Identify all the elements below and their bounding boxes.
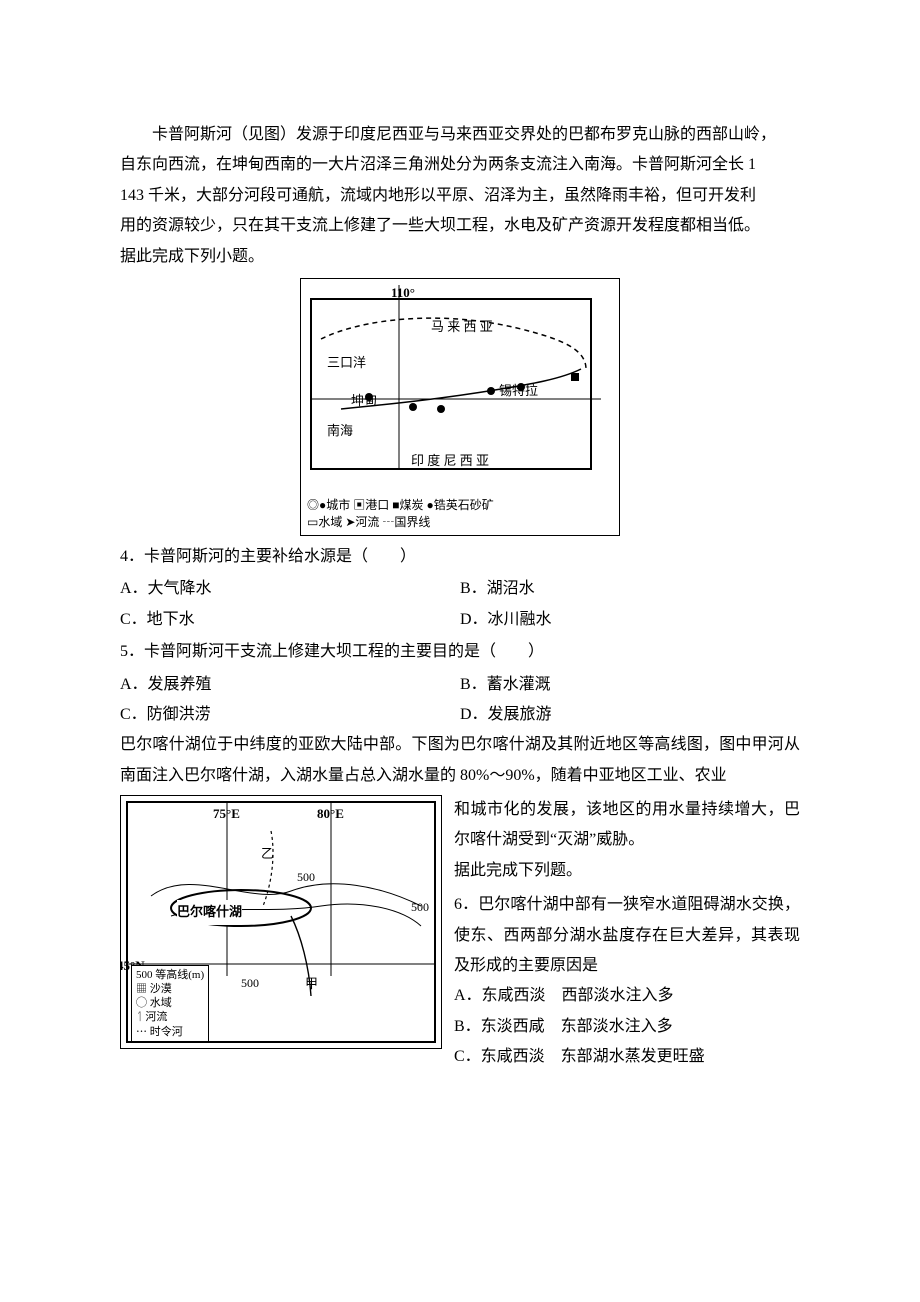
q4-stem: 4．卡普阿斯河的主要补给水源是（ ） bbox=[120, 542, 800, 572]
q5-option-a: A．发展养殖 bbox=[120, 670, 460, 700]
fig2-label-jia: 甲 bbox=[305, 972, 318, 997]
fig2-label-yi: 乙 bbox=[261, 842, 274, 867]
q5-options: A．发展养殖 B．蓄水灌溉 C．防御洪涝 D．发展旅游 bbox=[120, 670, 800, 731]
document-page: 卡普阿斯河（见图）发源于印度尼西亚与马来西亚交界处的巴都布罗克山脉的西部山岭， … bbox=[0, 0, 920, 1133]
q4-option-d: D．冰川融水 bbox=[460, 605, 800, 635]
q5-option-b: B．蓄水灌溉 bbox=[460, 670, 800, 700]
q5-option-c: C．防御洪涝 bbox=[120, 700, 460, 730]
passage1-line2: 自东向西流，在坤甸西南的一大片沼泽三角洲处分为两条支流注入南海。卡普阿斯河全长 … bbox=[120, 150, 800, 180]
fig2-lon1: 75°E bbox=[213, 802, 240, 827]
fig2-legend-1: 500 等高线(m) bbox=[136, 968, 204, 982]
fig2-label-lake: 巴尔喀什湖 bbox=[177, 900, 242, 925]
q6-option-a: A．东咸西淡 西部淡水注入多 bbox=[454, 981, 800, 1011]
q6-stem: 6．巴尔喀什湖中部有一狭窄水道阻碍湖水交换，使东、西两部分湖水盐度存在巨大差异，… bbox=[454, 890, 800, 981]
q4-option-a: A．大气降水 bbox=[120, 574, 460, 604]
figure-1-container: 110° 马 来 西 亚 三口洋 坤甸 锡特拉 0° 南海 印 度 尼 西 亚 … bbox=[120, 278, 800, 536]
fig2-legend-4: ᛐ 河流 bbox=[136, 1010, 204, 1024]
figure2-text-wrap: 75°E 80°E 45°N 乙 巴尔喀什湖 甲 500 500 500 500… bbox=[120, 795, 800, 1073]
passage2-side2: 据此完成下列题。 bbox=[454, 856, 800, 886]
fig1-legend-line1: ◎●城市 ▣港口 ■煤炭 ●锆英石砂矿 bbox=[307, 497, 613, 514]
q4-option-b: B．湖沼水 bbox=[460, 574, 800, 604]
fig1-sketch bbox=[301, 279, 611, 479]
q5-stem: 5．卡普阿斯河干支流上修建大坝工程的主要目的是（ ） bbox=[120, 637, 800, 667]
fig1-legend-line2: ▭水域 ➤河流 ┄国界线 bbox=[307, 514, 613, 531]
passage2-side-text: 和城市化的发展，该地区的用水量持续增大，巴尔喀什湖受到“灭湖”威胁。 据此完成下… bbox=[454, 795, 800, 1073]
fig2-lon2: 80°E bbox=[317, 802, 344, 827]
fig2-legend-3: ◯ 水域 bbox=[136, 996, 204, 1010]
figure-2-map: 75°E 80°E 45°N 乙 巴尔喀什湖 甲 500 500 500 500… bbox=[120, 795, 442, 1049]
passage1-line4: 用的资源较少，只在其干支流上修建了一些大坝工程，水电及矿产资源开发程度都相当低。 bbox=[120, 211, 800, 241]
passage2-inline: 巴尔喀什湖位于中纬度的亚欧大陆中部。下图为巴尔喀什湖及其附近地区等高线图，图中甲… bbox=[120, 730, 800, 791]
fig2-contour-1: 500 bbox=[297, 866, 315, 889]
passage1-line5: 据此完成下列小题。 bbox=[120, 242, 800, 272]
figure-2-container: 75°E 80°E 45°N 乙 巴尔喀什湖 甲 500 500 500 500… bbox=[120, 795, 442, 1049]
fig2-contour-3: 500 bbox=[241, 972, 259, 995]
q6-option-b: B．东淡西咸 东部淡水注入多 bbox=[454, 1012, 800, 1042]
fig2-contour-2: 500 bbox=[411, 896, 429, 919]
q4-option-c: C．地下水 bbox=[120, 605, 460, 635]
passage-2-inline: 巴尔喀什湖位于中纬度的亚欧大陆中部。下图为巴尔喀什湖及其附近地区等高线图，图中甲… bbox=[120, 730, 800, 791]
passage-1: 卡普阿斯河（见图）发源于印度尼西亚与马来西亚交界处的巴都布罗克山脉的西部山岭， … bbox=[120, 120, 800, 272]
passage1-line3: 143 千米，大部分河段可通航，流域内地形以平原、沼泽为主，虽然降雨丰裕，但可开… bbox=[120, 181, 800, 211]
q5-option-d: D．发展旅游 bbox=[460, 700, 800, 730]
fig2-legend-5: ⋯ 时令河 bbox=[136, 1025, 204, 1039]
q4-options: A．大气降水 B．湖沼水 C．地下水 D．冰川融水 bbox=[120, 574, 800, 635]
q6-option-c: C．东咸西淡 东部湖水蒸发更旺盛 bbox=[454, 1042, 800, 1072]
fig2-legend-2: ▦ 沙漠 bbox=[136, 982, 204, 996]
passage2-side1: 和城市化的发展，该地区的用水量持续增大，巴尔喀什湖受到“灭湖”威胁。 bbox=[454, 795, 800, 856]
passage1-line1: 卡普阿斯河（见图）发源于印度尼西亚与马来西亚交界处的巴都布罗克山脉的西部山岭， bbox=[120, 120, 800, 150]
figure-1-map: 110° 马 来 西 亚 三口洋 坤甸 锡特拉 0° 南海 印 度 尼 西 亚 … bbox=[300, 278, 620, 536]
